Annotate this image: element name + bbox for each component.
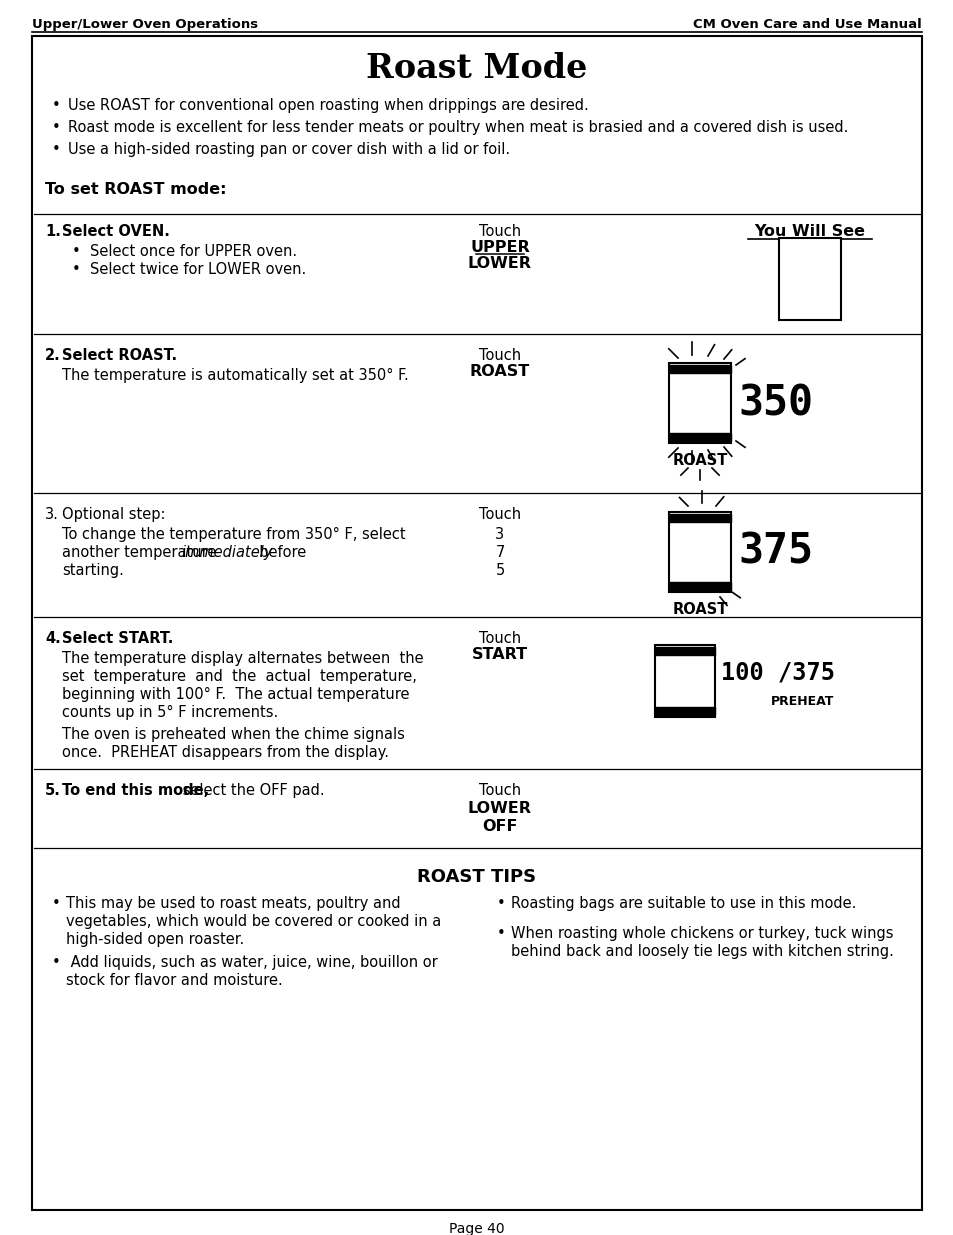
Text: Touch: Touch	[478, 224, 520, 240]
Text: starting.: starting.	[62, 563, 124, 578]
Text: counts up in 5° F increments.: counts up in 5° F increments.	[62, 705, 278, 720]
Text: beginning with 100° F.  The actual temperature: beginning with 100° F. The actual temper…	[62, 687, 409, 701]
Text: Use a high-sided roasting pan or cover dish with a lid or foil.: Use a high-sided roasting pan or cover d…	[68, 142, 510, 157]
Text: ROAST: ROAST	[672, 453, 727, 468]
Text: ROAST: ROAST	[672, 601, 727, 618]
Text: LOWER: LOWER	[468, 256, 532, 270]
Bar	[655, 645, 714, 718]
Text: high-sided open roaster.: high-sided open roaster.	[66, 932, 244, 947]
Text: 100 /375: 100 /375	[720, 661, 834, 685]
Text: OFF: OFF	[482, 819, 517, 834]
Text: To change the temperature from 350° F, select: To change the temperature from 350° F, s…	[62, 527, 405, 542]
Text: 7: 7	[495, 545, 504, 559]
Text: before: before	[250, 545, 306, 559]
Text: Use ROAST for conventional open roasting when drippings are desired.: Use ROAST for conventional open roasting…	[68, 98, 588, 112]
Polygon shape	[668, 433, 730, 441]
Bar	[668, 513, 730, 592]
Text: 375: 375	[738, 531, 812, 573]
Text: Select OVEN.: Select OVEN.	[62, 224, 170, 240]
Text: •  Select twice for LOWER oven.: • Select twice for LOWER oven.	[71, 262, 306, 277]
Text: select the OFF pad.: select the OFF pad.	[178, 783, 324, 798]
Text: •  Select once for UPPER oven.: • Select once for UPPER oven.	[71, 245, 296, 259]
Polygon shape	[655, 706, 714, 715]
Polygon shape	[668, 582, 730, 590]
Text: •: •	[497, 897, 505, 911]
Text: Roasting bags are suitable to use in this mode.: Roasting bags are suitable to use in thi…	[511, 897, 856, 911]
Text: •: •	[52, 955, 61, 969]
Text: Optional step:: Optional step:	[62, 508, 165, 522]
Text: another temperature: another temperature	[62, 545, 221, 559]
Text: CM Oven Care and Use Manual: CM Oven Care and Use Manual	[693, 19, 921, 31]
Text: 1.: 1.	[45, 224, 61, 240]
Text: stock for flavor and moisture.: stock for flavor and moisture.	[66, 973, 282, 988]
Bar	[668, 363, 730, 443]
Text: Roast mode is excellent for less tender meats or poultry when meat is brasied an: Roast mode is excellent for less tender …	[68, 120, 847, 135]
Text: set  temperature  and  the  actual  temperature,: set temperature and the actual temperatu…	[62, 669, 416, 684]
Text: 5: 5	[495, 563, 504, 578]
Text: 2.: 2.	[45, 348, 61, 363]
Text: The temperature is automatically set at 350° F.: The temperature is automatically set at …	[62, 368, 408, 383]
Text: ROAST TIPS: ROAST TIPS	[417, 868, 536, 885]
Text: This may be used to roast meats, poultry and: This may be used to roast meats, poultry…	[66, 897, 400, 911]
Polygon shape	[655, 647, 714, 655]
Text: Select ROAST.: Select ROAST.	[62, 348, 177, 363]
Text: once.  PREHEAT disappears from the display.: once. PREHEAT disappears from the displa…	[62, 745, 389, 760]
Text: To end this mode,: To end this mode,	[62, 783, 209, 798]
Text: You Will See: You Will See	[754, 224, 864, 240]
Text: immediately: immediately	[181, 545, 273, 559]
Text: 3: 3	[495, 527, 504, 542]
Text: •: •	[52, 897, 61, 911]
Text: Touch: Touch	[478, 348, 520, 363]
Text: Touch: Touch	[478, 631, 520, 646]
Text: Select START.: Select START.	[62, 631, 173, 646]
Text: ROAST: ROAST	[470, 364, 530, 379]
Text: Page 40: Page 40	[449, 1221, 504, 1235]
Polygon shape	[668, 514, 730, 522]
Text: LOWER: LOWER	[468, 802, 532, 816]
Text: 350: 350	[738, 382, 812, 424]
Text: The oven is preheated when the chime signals: The oven is preheated when the chime sig…	[62, 727, 404, 742]
Text: •: •	[52, 120, 61, 135]
Text: Add liquids, such as water, juice, wine, bouillon or: Add liquids, such as water, juice, wine,…	[66, 955, 437, 969]
Text: 5.: 5.	[45, 783, 61, 798]
Text: behind back and loosely tie legs with kitchen string.: behind back and loosely tie legs with ki…	[511, 944, 893, 960]
Text: 4.: 4.	[45, 631, 61, 646]
Text: To set ROAST mode:: To set ROAST mode:	[45, 182, 226, 198]
Text: •: •	[52, 142, 61, 157]
Bar	[779, 238, 841, 320]
Text: START: START	[472, 647, 528, 662]
Text: vegetables, which would be covered or cooked in a: vegetables, which would be covered or co…	[66, 914, 441, 929]
Text: •: •	[497, 926, 505, 941]
Text: 3.: 3.	[45, 508, 59, 522]
Text: •: •	[52, 98, 61, 112]
Text: Touch: Touch	[478, 508, 520, 522]
Text: Upper/Lower Oven Operations: Upper/Lower Oven Operations	[32, 19, 258, 31]
Text: PREHEAT: PREHEAT	[771, 695, 834, 708]
Text: UPPER: UPPER	[470, 240, 529, 254]
Text: Roast Mode: Roast Mode	[366, 52, 587, 85]
Text: The temperature display alternates between  the: The temperature display alternates betwe…	[62, 651, 423, 666]
Text: Touch: Touch	[478, 783, 520, 798]
Text: When roasting whole chickens or turkey, tuck wings: When roasting whole chickens or turkey, …	[511, 926, 893, 941]
Polygon shape	[668, 366, 730, 373]
